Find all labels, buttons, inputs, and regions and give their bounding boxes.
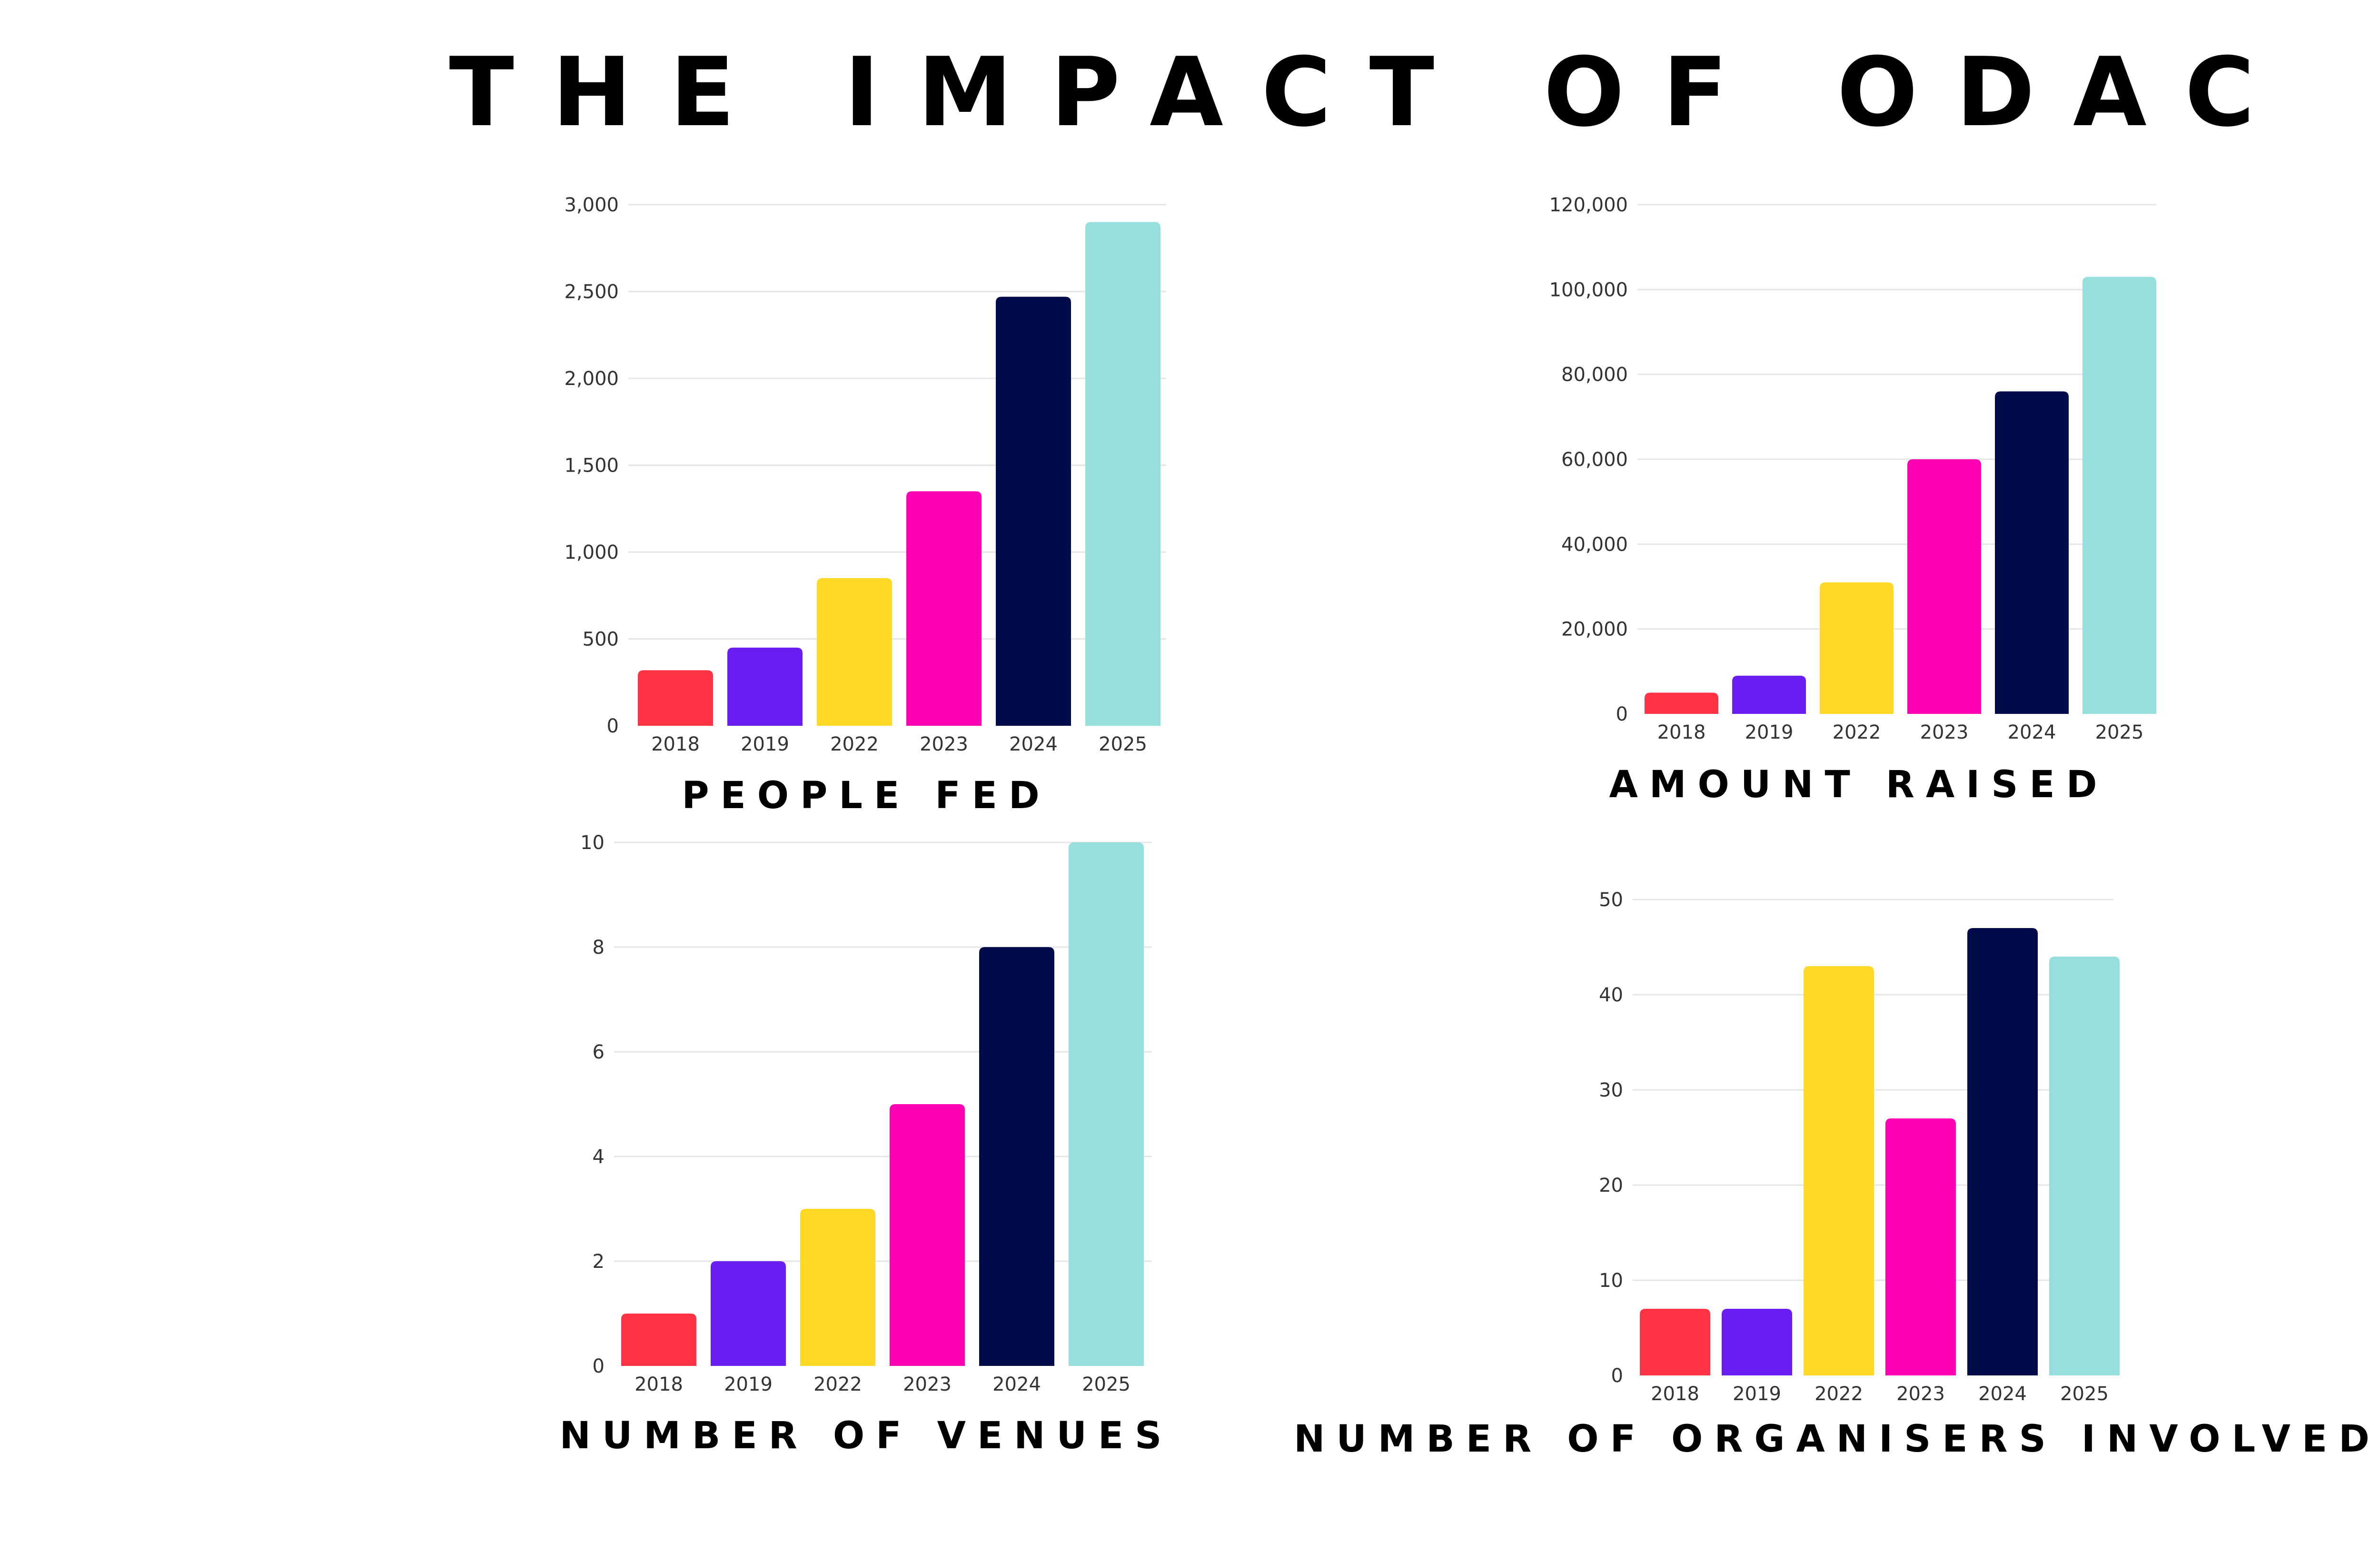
x-tick-label: 2024 [1009, 733, 1058, 755]
y-tick-label: 20 [1599, 1175, 1623, 1196]
x-tick-label: 2022 [830, 733, 879, 755]
y-tick-label: 0 [1611, 1365, 1623, 1387]
x-tick-label: 2022 [1815, 1383, 1863, 1405]
number-of-venues-chart: 0 2 4 6 8 10 2018 2019 2022 2023 2024 2025 [580, 832, 1152, 1395]
number-of-organisers-title: NUMBER OF ORGANISERS INVOLVED [1294, 1418, 2380, 1461]
y-tick-label: 3,000 [564, 194, 619, 216]
x-tick-label: 2022 [813, 1374, 862, 1395]
x-tick-label: 2019 [1733, 1383, 1781, 1405]
y-tick-label: 2 [593, 1251, 605, 1273]
x-tick-label: 2023 [1920, 722, 1969, 743]
bar-2019 [727, 647, 803, 726]
x-tick-label: 2025 [1099, 733, 1147, 755]
people-fed-title: PEOPLE FED [682, 774, 1051, 817]
y-tick-label: 4 [593, 1146, 605, 1168]
x-tick-label: 2018 [1651, 1383, 1699, 1405]
y-tick-label: 40,000 [1561, 534, 1628, 555]
people-fed-chart: 0 500 1,000 1,500 2,000 2,500 3,000 2018 2019 202… [564, 194, 1166, 755]
x-tick-label: 2019 [741, 733, 789, 755]
y-tick-label: 10 [580, 832, 605, 854]
y-tick-label: 80,000 [1561, 364, 1628, 386]
x-tick-label: 2024 [992, 1374, 1041, 1395]
x-tick-label: 2023 [903, 1374, 952, 1395]
bar-2024 [979, 947, 1054, 1366]
y-tick-label: 8 [593, 937, 605, 959]
y-tick-label: 50 [1599, 889, 1623, 911]
bar-2025 [2082, 277, 2156, 714]
x-tick-label: 2023 [920, 733, 968, 755]
bar-2023 [1907, 459, 1981, 714]
amount-raised-title: AMOUNT RAISED [1609, 763, 2109, 806]
y-tick-label: 0 [1616, 703, 1628, 725]
x-tick-label: 2018 [635, 1374, 683, 1395]
x-tick-label: 2019 [724, 1374, 773, 1395]
x-tick-label: 2024 [2008, 722, 2056, 743]
y-tick-label: 100,000 [1549, 279, 1628, 301]
y-tick-label: 2,500 [564, 281, 619, 303]
y-tick-label: 30 [1599, 1079, 1623, 1101]
y-tick-label: 10 [1599, 1270, 1623, 1292]
bar-2025 [1085, 222, 1160, 726]
bar-2018 [621, 1314, 696, 1366]
bar-2024 [1967, 928, 2038, 1375]
y-tick-label: 1,000 [564, 542, 619, 563]
bar-2025 [2049, 957, 2120, 1375]
bar-2025 [1069, 842, 1144, 1366]
x-tick-label: 2025 [2060, 1383, 2109, 1405]
number-of-venues-title: NUMBER OF VENUES [559, 1414, 1173, 1457]
y-tick-label: 6 [593, 1041, 605, 1063]
y-tick-label: 120,000 [1549, 194, 1628, 216]
x-tick-label: 2018 [1657, 722, 1706, 743]
y-tick-label: 40 [1599, 984, 1623, 1006]
bar-2023 [1885, 1118, 1956, 1375]
bar-2022 [800, 1209, 875, 1366]
y-tick-label: 20,000 [1561, 619, 1628, 641]
x-tick-label: 2025 [1082, 1374, 1130, 1395]
x-tick-label: 2022 [1833, 722, 1881, 743]
bar-2023 [906, 491, 982, 726]
bar-2024 [1995, 391, 2069, 714]
bar-2019 [1732, 675, 1806, 714]
amount-raised-chart: 0 20,000 40,000 60,000 80,000 100,000 120,000 2… [1549, 194, 2156, 743]
bar-2024 [996, 297, 1071, 726]
bar-2019 [711, 1261, 786, 1366]
bar-2023 [890, 1104, 965, 1366]
bar-2019 [1722, 1309, 1792, 1375]
bar-2022 [817, 578, 892, 726]
number-of-organisers-chart: 0 10 20 30 40 50 2018 2019 2022 2023 2024 2025 [1599, 889, 2120, 1405]
page-title: THE IMPACT OF ODAC [449, 37, 2293, 148]
x-tick-label: 2018 [651, 733, 700, 755]
x-tick-label: 2025 [2095, 722, 2144, 743]
y-tick-label: 60,000 [1561, 449, 1628, 471]
y-tick-label: 2,000 [564, 368, 619, 390]
bar-2022 [1804, 966, 1874, 1375]
y-tick-label: 0 [607, 715, 619, 737]
bar-2018 [1640, 1309, 1710, 1375]
y-tick-label: 1,500 [564, 455, 619, 477]
bar-2022 [1820, 582, 1894, 714]
x-tick-label: 2019 [1745, 722, 1794, 743]
bar-2018 [1645, 692, 1718, 714]
x-tick-label: 2023 [1896, 1383, 1945, 1405]
y-tick-label: 500 [583, 629, 619, 651]
y-tick-label: 0 [593, 1355, 605, 1377]
x-tick-label: 2024 [1978, 1383, 2027, 1405]
bar-2018 [638, 670, 713, 726]
